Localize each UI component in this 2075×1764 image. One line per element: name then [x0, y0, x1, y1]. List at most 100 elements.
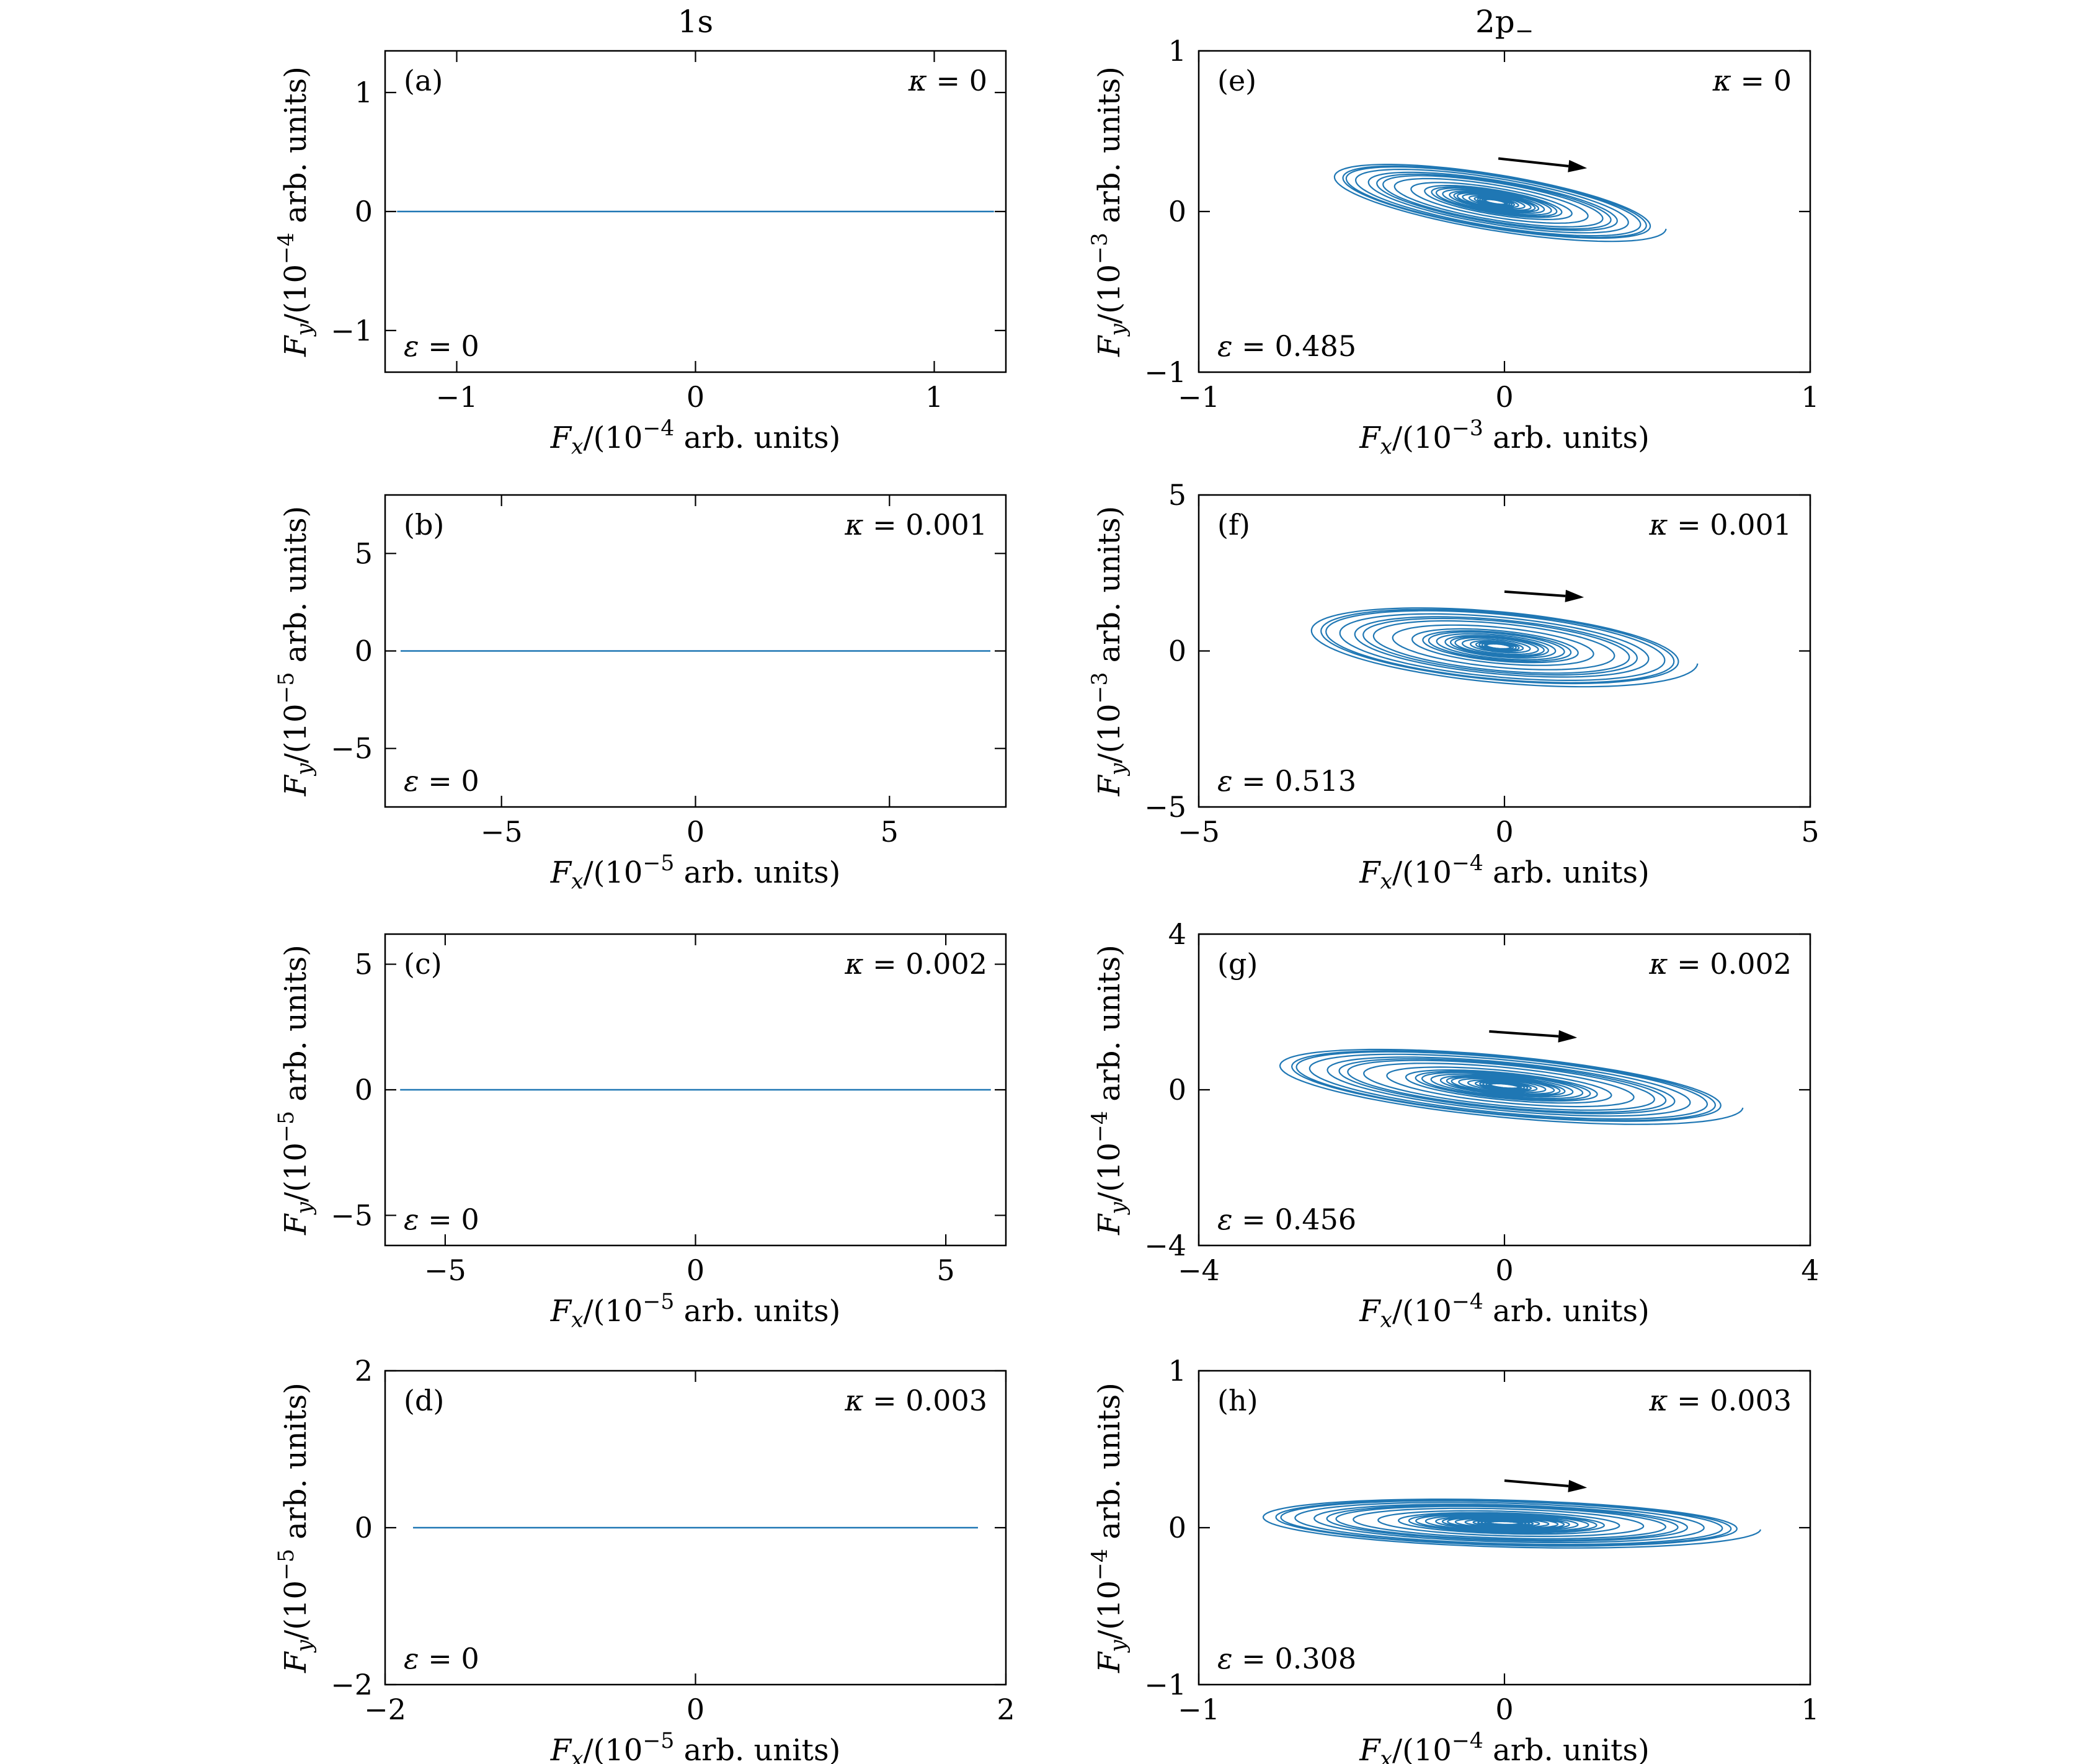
y-tick-label: 0: [355, 1511, 373, 1544]
epsilon-annotation: ε = 0.456: [1217, 1203, 1356, 1236]
x-tick-label: −1: [1178, 1693, 1220, 1726]
x-axis-label: Fx/(10−4 arb. units): [1359, 1290, 1650, 1333]
y-tick-label: −2: [331, 1668, 373, 1701]
y-tick-label: 0: [1168, 635, 1186, 668]
y-axis-label: Fy/(10−5 arb. units): [274, 1383, 318, 1673]
x-tick-label: 1: [925, 380, 943, 414]
panel-a: −1 0 1 −1 0 1 Fx/(10−4 arb. units) Fy/(10−4 arb…: [274, 50, 1007, 460]
epsilon-annotation: ε = 0: [404, 1203, 479, 1236]
trajectory-spiral: [1333, 164, 1667, 243]
panel-b: −5 0 5 −5 0 5 Fx/(10−5 arb. units) Fy/(10−5 arb…: [274, 494, 1007, 894]
y-tick-label: −1: [1144, 355, 1186, 389]
x-tick-label: 5: [936, 1254, 954, 1287]
x-axis-label: Fx/(10−3 arb. units): [1359, 416, 1650, 460]
kappa-annotation: κ = 0: [1712, 64, 1792, 97]
direction-arrow-head: [1568, 159, 1588, 172]
x-tick-label: −1: [436, 380, 478, 414]
y-tick-label: 0: [355, 195, 373, 228]
epsilon-annotation: ε = 0.485: [1217, 329, 1356, 363]
direction-arrow-head: [1568, 1479, 1588, 1492]
y-tick-label: 5: [355, 537, 373, 570]
x-tick-label: −1: [1178, 380, 1220, 414]
x-axis-label: Fx/(10−4 arb. units): [1359, 851, 1650, 894]
y-tick-label: 0: [355, 1073, 373, 1107]
kappa-annotation: κ = 0: [908, 64, 987, 97]
x-tick-label: 0: [1495, 815, 1513, 849]
y-tick-label: 5: [1168, 478, 1186, 512]
kappa-annotation: κ = 0.003: [1648, 1384, 1792, 1417]
x-axis-label: Fx/(10−4 arb. units): [1359, 1729, 1650, 1764]
x-tick-label: −5: [1178, 815, 1220, 849]
panel-g: −4 0 4 −4 0 4 Fx/(10−4 arb. units) Fy/(10−4 arb…: [1088, 917, 1820, 1333]
x-tick-label: 0: [686, 1254, 704, 1287]
y-tick-label: 2: [355, 1354, 373, 1388]
panel-letter: (a): [404, 64, 443, 97]
y-axis-label: Fy/(10−3 arb. units): [1088, 506, 1131, 797]
kappa-annotation: κ = 0.001: [844, 508, 987, 541]
y-axis-label: Fy/(10−5 arb. units): [274, 506, 318, 797]
kappa-annotation: κ = 0.003: [844, 1384, 987, 1417]
y-axis-label: Fy/(10−4 arb. units): [1088, 945, 1131, 1236]
x-tick-label: 0: [1495, 1693, 1513, 1726]
panel-letter: (d): [404, 1384, 444, 1417]
panel-d: −2 0 2 −2 0 2 Fx/(10−5 arb. units) Fy/(10−5 arb…: [274, 1354, 1015, 1764]
y-tick-label: 1: [1168, 34, 1186, 68]
x-axis-label: Fx/(10−5 arb. units): [550, 1290, 841, 1333]
panel-letter: (b): [404, 508, 444, 541]
x-tick-label: −2: [364, 1693, 406, 1726]
panel-c: −5 0 5 −5 0 5 Fx/(10−5 arb. units) Fy/(10−5 arb…: [274, 933, 1007, 1333]
x-tick-label: 5: [1801, 815, 1819, 849]
y-tick-label: −5: [331, 1198, 373, 1232]
x-tick-label: 4: [1801, 1254, 1819, 1287]
trajectory-spiral: [1310, 607, 1699, 688]
direction-arrow-shaft: [1504, 590, 1566, 597]
epsilon-annotation: ε = 0.513: [1217, 764, 1356, 798]
y-axis-label: Fy/(10−5 arb. units): [274, 945, 318, 1236]
kappa-annotation: κ = 0.002: [1648, 947, 1792, 981]
x-tick-label: −5: [424, 1254, 466, 1287]
column-title-1s: 1s: [678, 4, 713, 40]
x-axis-label: Fx/(10−4 arb. units): [550, 416, 841, 460]
x-tick-label: −4: [1178, 1254, 1220, 1287]
direction-arrow-shaft: [1489, 1030, 1559, 1038]
panel-letter: (f): [1217, 508, 1250, 541]
panel-f: −5 0 5 −5 0 5 Fx/(10−4 arb. units) Fy/(10−3 arb…: [1088, 478, 1820, 894]
x-tick-label: 0: [686, 815, 704, 849]
x-axis-label: Fx/(10−5 arb. units): [550, 1729, 841, 1764]
y-tick-label: −1: [1144, 1668, 1186, 1701]
y-tick-label: 0: [1168, 1511, 1186, 1544]
y-tick-label: 4: [1168, 917, 1186, 951]
epsilon-annotation: ε = 0: [404, 1642, 479, 1675]
kappa-annotation: κ = 0.002: [844, 947, 987, 981]
direction-arrow-shaft: [1504, 1479, 1569, 1487]
epsilon-annotation: ε = 0.308: [1217, 1642, 1356, 1675]
y-tick-label: 5: [355, 948, 373, 981]
trajectory-spiral: [1262, 1499, 1762, 1549]
x-tick-label: 2: [997, 1693, 1015, 1726]
x-tick-label: −5: [481, 815, 523, 849]
x-tick-label: 0: [1495, 1254, 1513, 1287]
y-tick-label: −4: [1144, 1229, 1186, 1262]
epsilon-annotation: ε = 0: [404, 329, 479, 363]
direction-arrow-shaft: [1498, 157, 1569, 167]
x-axis-label: Fx/(10−5 arb. units): [550, 851, 841, 894]
panel-letter: (h): [1217, 1384, 1258, 1417]
y-tick-label: 1: [355, 76, 373, 109]
y-axis-label: Fy/(10−4 arb. units): [1088, 1383, 1131, 1673]
x-tick-label: 1: [1801, 380, 1819, 414]
y-tick-label: 0: [1168, 195, 1186, 228]
y-tick-label: 0: [1168, 1073, 1186, 1107]
y-axis-label: Fy/(10−4 arb. units): [274, 66, 318, 357]
x-tick-label: 1: [1801, 1693, 1819, 1726]
y-tick-label: −1: [331, 314, 373, 347]
direction-arrow-head: [1565, 589, 1584, 602]
panel-letter: (g): [1217, 947, 1258, 981]
panel-letter: (c): [404, 947, 442, 981]
direction-arrow-head: [1558, 1030, 1578, 1043]
x-tick-label: 5: [881, 815, 899, 849]
panel-e: −1 0 1 −1 0 1 Fx/(10−3 arb. units) Fy/(10−3 arb…: [1088, 34, 1820, 460]
y-tick-label: −5: [1144, 790, 1186, 824]
y-tick-label: −5: [331, 732, 373, 765]
